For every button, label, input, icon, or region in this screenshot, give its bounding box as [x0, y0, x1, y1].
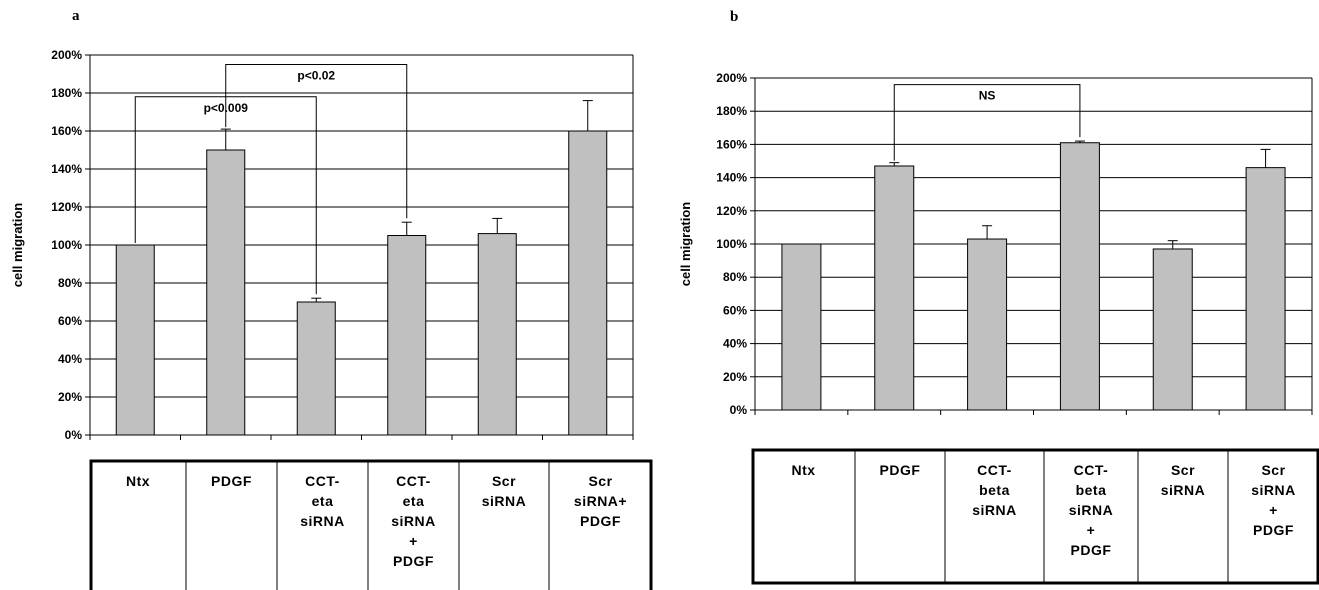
category-label: siRNA	[1069, 502, 1114, 518]
y-tick-label: 20%	[723, 370, 747, 384]
y-tick-label: 0%	[730, 403, 748, 417]
bar	[296, 301, 336, 436]
bar	[874, 165, 915, 411]
category-label: CCT-	[1074, 462, 1109, 478]
category-label: siRNA	[1161, 482, 1206, 498]
category-label: eta	[403, 493, 425, 509]
y-tick-label: 120%	[716, 204, 747, 218]
category-label: +	[409, 533, 418, 549]
y-tick-label: 60%	[58, 314, 82, 328]
category-table	[751, 448, 1319, 585]
significance-bracket	[893, 84, 1081, 161]
chart-panel-a: a 0% 20% 40% 60% 80% 100% 120% 140% 160% 180% 200% c…	[10, 8, 653, 590]
bar	[1059, 142, 1100, 411]
category-label: Scr	[1261, 462, 1285, 478]
y-tick-label: 200%	[716, 71, 747, 85]
y-tick-label: 40%	[723, 337, 747, 351]
category-label: siRNA	[300, 513, 345, 529]
y-axis-label: cell migration	[678, 202, 693, 287]
y-tick-label: 200%	[51, 48, 82, 62]
category-label: Ntx	[126, 473, 150, 489]
category-label: beta	[1076, 482, 1107, 498]
y-axis-label: cell migration	[10, 203, 25, 288]
category-label: Scr	[492, 473, 516, 489]
category-label: siRNA	[1251, 482, 1296, 498]
y-tick-label: 140%	[51, 162, 82, 176]
category-label: CCT-	[305, 473, 340, 489]
bar	[387, 235, 427, 436]
category-label: Ntx	[791, 462, 815, 478]
category-label: PDGF	[580, 513, 621, 529]
bar	[568, 130, 608, 436]
y-tick-label: 80%	[58, 276, 82, 290]
category-label: +	[1087, 522, 1096, 538]
category-label: PDGF	[1253, 522, 1294, 538]
category-label: CCT-	[977, 462, 1012, 478]
category-label: beta	[979, 482, 1010, 498]
category-label: Scr	[588, 473, 612, 489]
category-label: siRNA	[482, 493, 527, 509]
bar	[781, 243, 822, 411]
chart-panel-b: b 0% 20% 40% 60% 80% 100% 120% 140% 160% 180% 200% c…	[678, 9, 1319, 585]
significance-label: NS	[979, 89, 996, 103]
bar	[1245, 167, 1286, 411]
category-label: siRNA	[391, 513, 436, 529]
y-tick-label: 160%	[51, 124, 82, 138]
y-tick-label: 180%	[51, 86, 82, 100]
y-tick-label: 100%	[716, 237, 747, 251]
y-tick-label: 20%	[58, 390, 82, 404]
category-label: Scr	[1171, 462, 1195, 478]
bar	[206, 149, 246, 436]
y-tick-label: 140%	[716, 171, 747, 185]
panel-label: b	[730, 9, 738, 25]
y-tick-label: 60%	[723, 303, 747, 317]
y-tick-label: 100%	[51, 238, 82, 252]
category-label: PDGF	[1071, 542, 1112, 558]
y-tick-label: 0%	[65, 428, 83, 442]
bar	[967, 238, 1008, 411]
category-label: PDGF	[880, 462, 921, 478]
category-label: +	[1269, 502, 1278, 518]
category-label: PDGF	[393, 553, 434, 569]
category-label: PDGF	[211, 473, 252, 489]
bar	[1152, 248, 1193, 411]
panel-label: a	[72, 8, 80, 24]
y-tick-label: 40%	[58, 352, 82, 366]
y-tick-label: 80%	[723, 270, 747, 284]
category-label: CCT-	[396, 473, 431, 489]
y-tick-label: 120%	[51, 200, 82, 214]
category-label: siRNA+	[574, 493, 627, 509]
y-tick-label: 180%	[716, 104, 747, 118]
category-label: eta	[312, 493, 334, 509]
significance-bracket	[225, 64, 408, 219]
category-table	[89, 459, 653, 590]
category-label: siRNA	[972, 502, 1017, 518]
bar	[115, 244, 155, 436]
y-tick-label: 160%	[716, 137, 747, 151]
bar	[477, 233, 517, 436]
significance-label: p<0.02	[297, 69, 335, 83]
